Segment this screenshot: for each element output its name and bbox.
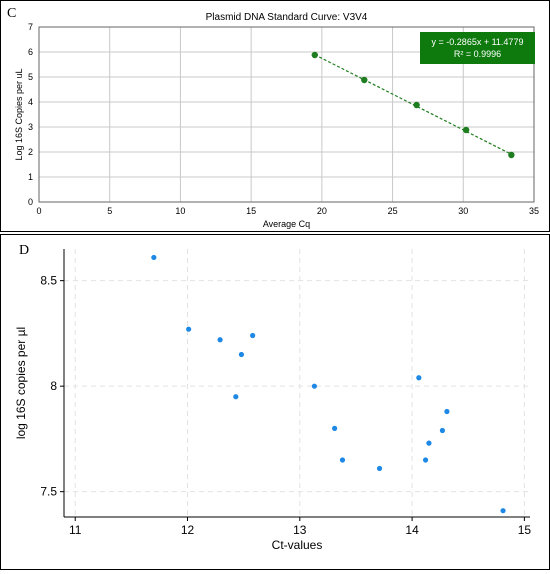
r-squared-text: R² = 0.9996: [454, 49, 501, 59]
data-point: [426, 440, 432, 446]
y-tick-label: 4: [28, 97, 33, 107]
x-tick-label: 12: [181, 523, 195, 537]
data-point: [332, 425, 338, 431]
data-point: [233, 394, 239, 400]
data-point: [339, 457, 346, 463]
data-point: [500, 508, 506, 514]
data-point: [186, 326, 192, 332]
x-tick-label: 0: [36, 206, 41, 216]
y-axis-label: log 16S copies per µl: [14, 327, 28, 439]
data-point: [250, 332, 256, 339]
y-tick-label: 8.5: [40, 274, 57, 288]
y-tick-label: 7.5: [40, 485, 57, 499]
data-point: [217, 337, 223, 343]
data-point: [238, 351, 245, 358]
y-tick-label: 3: [28, 122, 33, 132]
x-tick-label: 5: [107, 206, 112, 216]
trend-line: [314, 54, 512, 155]
equation-text: y = -0.2865x + 11.4779: [432, 37, 524, 47]
data-point: [151, 254, 157, 261]
data-point: [311, 51, 318, 59]
data-point: [462, 126, 470, 134]
data-point: [413, 101, 420, 109]
data-point: [416, 375, 422, 381]
y-tick-label: 8: [50, 379, 57, 393]
ct-values-chart: 11 12 13 14 15 7.5 8 8.5 Ct-values log 16S copies…: [14, 249, 532, 552]
data-point: [311, 383, 318, 389]
data-point: [439, 427, 446, 434]
x-tick-label: 30: [458, 206, 468, 216]
data-point: [361, 76, 368, 84]
panel-d-label: D: [19, 243, 30, 258]
x-tick-label: 15: [518, 523, 532, 537]
x-tick-label: 13: [293, 523, 307, 537]
x-tick-label: 11: [69, 523, 82, 537]
y-tick-label: 1: [28, 172, 33, 182]
x-tick-label: 15: [246, 206, 256, 216]
x-axis-label: Average Cq: [263, 219, 310, 229]
y-axis-label: Log 16S Copies per uL: [14, 68, 24, 160]
equation-box: [420, 32, 535, 64]
y-tick-label: 2: [28, 147, 33, 157]
panel-c-label: C: [7, 6, 17, 21]
plot-frame: [38, 26, 535, 203]
y-tick-label: 0: [28, 197, 33, 207]
y-tick-label: 7: [28, 22, 33, 32]
x-axis-label: Ct-values: [272, 538, 323, 552]
data-point: [422, 457, 429, 463]
chart-title: Plasmid DNA Standard Curve: V3V4: [206, 12, 368, 23]
x-tick-label: 25: [388, 206, 398, 216]
panel-c: C Plasmid DNA Standard Curve: V3V4 0 5 10 15…: [0, 0, 550, 232]
y-tick-label: 6: [28, 47, 33, 57]
panel-d: D 11 12 13 14 15 7.5 8 8.5 Ct-values log 16S copi…: [0, 234, 550, 570]
x-tick-label: 35: [529, 206, 539, 216]
x-tick-label: 10: [175, 206, 185, 216]
data-point: [376, 465, 383, 472]
data-point: [444, 408, 450, 415]
x-tick-label: 20: [317, 206, 327, 216]
data-point: [508, 151, 515, 159]
x-tick-label: 14: [405, 523, 419, 537]
y-tick-label: 5: [28, 72, 33, 82]
